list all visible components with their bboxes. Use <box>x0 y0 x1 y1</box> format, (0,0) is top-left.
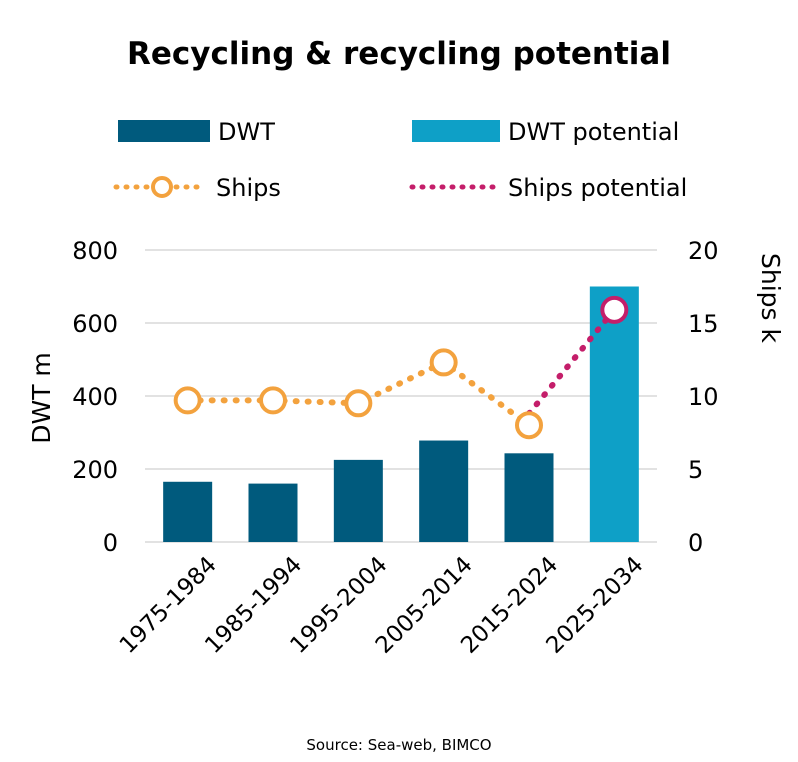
right-axis-ticks: 0 5 10 15 20 <box>688 237 719 557</box>
right-tick-label-2: 10 <box>688 383 719 411</box>
bar-dwt-2015-2024 <box>504 453 554 542</box>
gridlines <box>145 249 657 543</box>
bar-dwt-2005-2014 <box>419 440 469 542</box>
point-ships-1985-1994 <box>259 386 287 415</box>
category-labels: 1975-19841985-19941995-20042005-20142015… <box>115 552 649 659</box>
left-tick-label-1: 200 <box>72 456 118 484</box>
bar-dwt-1985-1994 <box>248 483 298 542</box>
left-axis-ticks: 0 200 400 600 800 <box>72 237 118 557</box>
point-ships-1975-1984 <box>173 386 202 415</box>
point-ships-1995-2004 <box>344 389 373 418</box>
right-tick-label-4: 20 <box>688 237 719 265</box>
legend: DWT DWT potential Ships Ships potential <box>113 118 687 202</box>
left-axis-title: DWT m <box>27 352 56 444</box>
bars <box>163 286 639 542</box>
legend-label-dwt-potential: DWT potential <box>508 118 679 146</box>
point-ships-2015-2024 <box>515 411 543 440</box>
bar-dwt-1975-1984 <box>163 481 213 542</box>
legend-swatch-dwt <box>118 120 210 142</box>
source-note: Source: Sea-web, BIMCO <box>306 736 491 754</box>
bar-dwt-potential-2025-2034 <box>589 286 639 542</box>
legend-swatch-dwt-potential <box>412 120 500 142</box>
series-lines <box>184 306 618 429</box>
chart-title: Recycling & recycling potential <box>127 36 671 72</box>
right-axis-title: Ships k <box>756 253 785 344</box>
bar-dwt-1995-2004 <box>333 459 383 542</box>
left-tick-label-4: 800 <box>72 237 118 265</box>
legend-marker-ships <box>151 176 173 198</box>
legend-label-dwt: DWT <box>218 118 275 146</box>
left-tick-label-3: 600 <box>72 310 118 338</box>
point-ships-2005-2014 <box>429 348 458 377</box>
legend-label-ships-potential: Ships potential <box>508 174 687 202</box>
left-tick-label-2: 400 <box>72 383 118 411</box>
right-tick-label-1: 5 <box>688 456 703 484</box>
point-ships-potential-2025-2034 <box>600 295 629 324</box>
right-tick-label-0: 0 <box>688 529 703 557</box>
right-tick-label-3: 15 <box>688 310 719 338</box>
series-markers <box>173 295 629 440</box>
legend-label-ships: Ships <box>216 174 281 202</box>
line-ships-potential <box>526 306 618 417</box>
left-tick-label-0: 0 <box>103 529 118 557</box>
